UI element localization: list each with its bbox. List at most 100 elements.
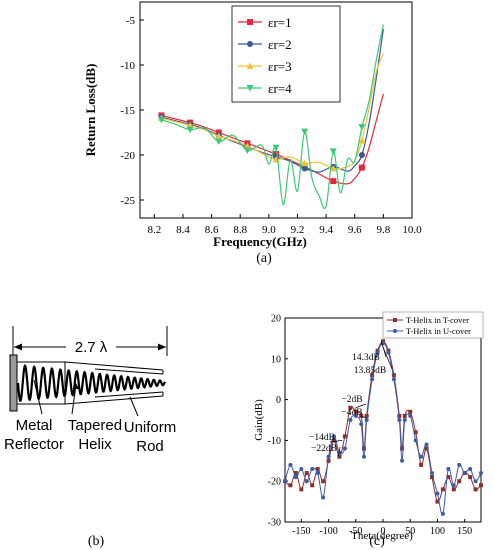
- x-axis-label: Theta(degree): [351, 530, 413, 542]
- data-point-marker: [215, 138, 223, 145]
- data-point-marker: [342, 446, 347, 451]
- rod-bottom-edge: [64, 395, 164, 405]
- data-point-marker: [386, 350, 391, 355]
- helix-pointer: [71, 384, 77, 415]
- y-axis-label: Gain(dB): [253, 399, 265, 441]
- data-point-marker: [358, 164, 365, 171]
- x-tick-label: 8.8: [233, 224, 247, 236]
- legend-label: T-Helix in U-cover: [406, 326, 471, 336]
- dimension-arrow-left: [14, 343, 22, 351]
- data-point-marker: [413, 430, 418, 435]
- annotation-label: −2dB: [341, 395, 362, 405]
- data-point-marker: [424, 446, 429, 451]
- data-point-marker: [348, 405, 353, 410]
- data-point-marker: [293, 471, 298, 476]
- rod-top-edge: [64, 361, 164, 371]
- rod-inner-top: [94, 368, 164, 375]
- data-point-marker: [342, 434, 347, 439]
- data-point-marker: [386, 348, 391, 353]
- legend-label: εr=3: [268, 59, 292, 74]
- data-point-marker: [457, 479, 462, 484]
- data-point-marker: [186, 121, 194, 129]
- data-point-marker: [393, 329, 397, 333]
- data-point-marker: [446, 475, 451, 480]
- legend-label: εr=4: [268, 81, 292, 96]
- data-point-marker: [430, 471, 434, 476]
- data-point-marker: [358, 124, 366, 131]
- data-point-marker: [337, 454, 342, 459]
- annotation-label: 14.3dB: [352, 353, 380, 363]
- data-point-marker: [400, 458, 405, 463]
- annotation-label: −14dB: [309, 433, 335, 443]
- annotations: 14.3dB 13.85dB −2dB −4dB −14dB−22dB: [309, 341, 393, 457]
- reflector-label: Metal Reflector: [4, 417, 64, 453]
- data-point-marker: [424, 442, 429, 447]
- x-tick-label: 8.2: [147, 224, 161, 236]
- rod-inner-bottom: [94, 391, 164, 398]
- y-tick-label: -5: [126, 15, 136, 27]
- data-point-marker: [337, 450, 342, 455]
- y-tick-label: -10: [268, 436, 281, 447]
- data-point-marker: [304, 479, 309, 484]
- data-point-marker: [288, 483, 293, 488]
- y-axis-label: Return Loss(dB): [83, 64, 98, 157]
- x-tick-label: 9.2: [291, 224, 305, 236]
- data-point-marker: [446, 466, 451, 471]
- data-point-marker: [326, 458, 331, 463]
- data-point-marker: [473, 487, 478, 492]
- antenna-diagram: 2.7 λ Metal Reflector Tapered Helix Unifor…: [4, 326, 176, 549]
- data-point-marker: [246, 85, 254, 92]
- data-point-marker: [473, 479, 478, 484]
- plot-frame: [284, 317, 482, 523]
- data-point-marker: [468, 475, 473, 480]
- x-tick-label: 50: [405, 526, 415, 537]
- y-tick-label: -20: [268, 477, 281, 488]
- rod-label: Uniform Rod: [124, 419, 177, 455]
- data-point-marker: [359, 422, 364, 427]
- data-point-marker: [402, 418, 407, 422]
- data-point-marker: [419, 454, 424, 459]
- data-point-marker: [353, 413, 358, 418]
- y-tick-label: -25: [120, 195, 135, 207]
- data-point-marker: [364, 418, 369, 422]
- series-layer: [283, 339, 483, 516]
- data-point-marker: [288, 462, 293, 467]
- data-point-marker: [457, 462, 462, 467]
- data-point-marker: [375, 350, 380, 355]
- data-point-marker: [479, 471, 483, 476]
- data-point-marker: [419, 462, 424, 467]
- data-point-marker: [397, 418, 402, 422]
- reflector-pointer: [33, 379, 43, 415]
- y-tick-label: 20: [271, 314, 281, 325]
- x-tick-label: 9.6: [348, 224, 362, 236]
- data-point-marker: [435, 491, 440, 496]
- legend-label: εr=2: [268, 37, 292, 52]
- legend-box: [382, 311, 484, 339]
- y-tick-label: -15: [120, 105, 135, 117]
- x-tick-label: 9.8: [376, 224, 390, 236]
- data-point-marker: [246, 62, 254, 69]
- dimension-arrow-right: [158, 343, 166, 351]
- data-point-marker: [315, 466, 320, 471]
- y-tick-label: 0: [276, 395, 281, 406]
- helix-label: Tapered Helix: [68, 417, 122, 453]
- data-point-marker: [215, 132, 223, 140]
- data-point-marker: [370, 377, 375, 382]
- legend: εr=1 εr=2 εr=3 εr=4: [231, 5, 341, 103]
- data-point-marker: [321, 479, 326, 484]
- data-point-marker: [243, 147, 251, 154]
- data-point-marker: [462, 471, 467, 476]
- data-point-marker: [332, 438, 336, 443]
- x-tick-label: -50: [349, 526, 362, 537]
- data-point-marker: [348, 418, 353, 422]
- data-point-marker: [299, 487, 304, 492]
- annotation-arrow: [329, 440, 343, 443]
- data-point-marker: [391, 377, 396, 382]
- data-point-marker: [301, 128, 309, 136]
- annotation-arrow: [355, 403, 367, 409]
- data-point-marker: [310, 483, 315, 488]
- y-tick-label: -20: [120, 150, 135, 162]
